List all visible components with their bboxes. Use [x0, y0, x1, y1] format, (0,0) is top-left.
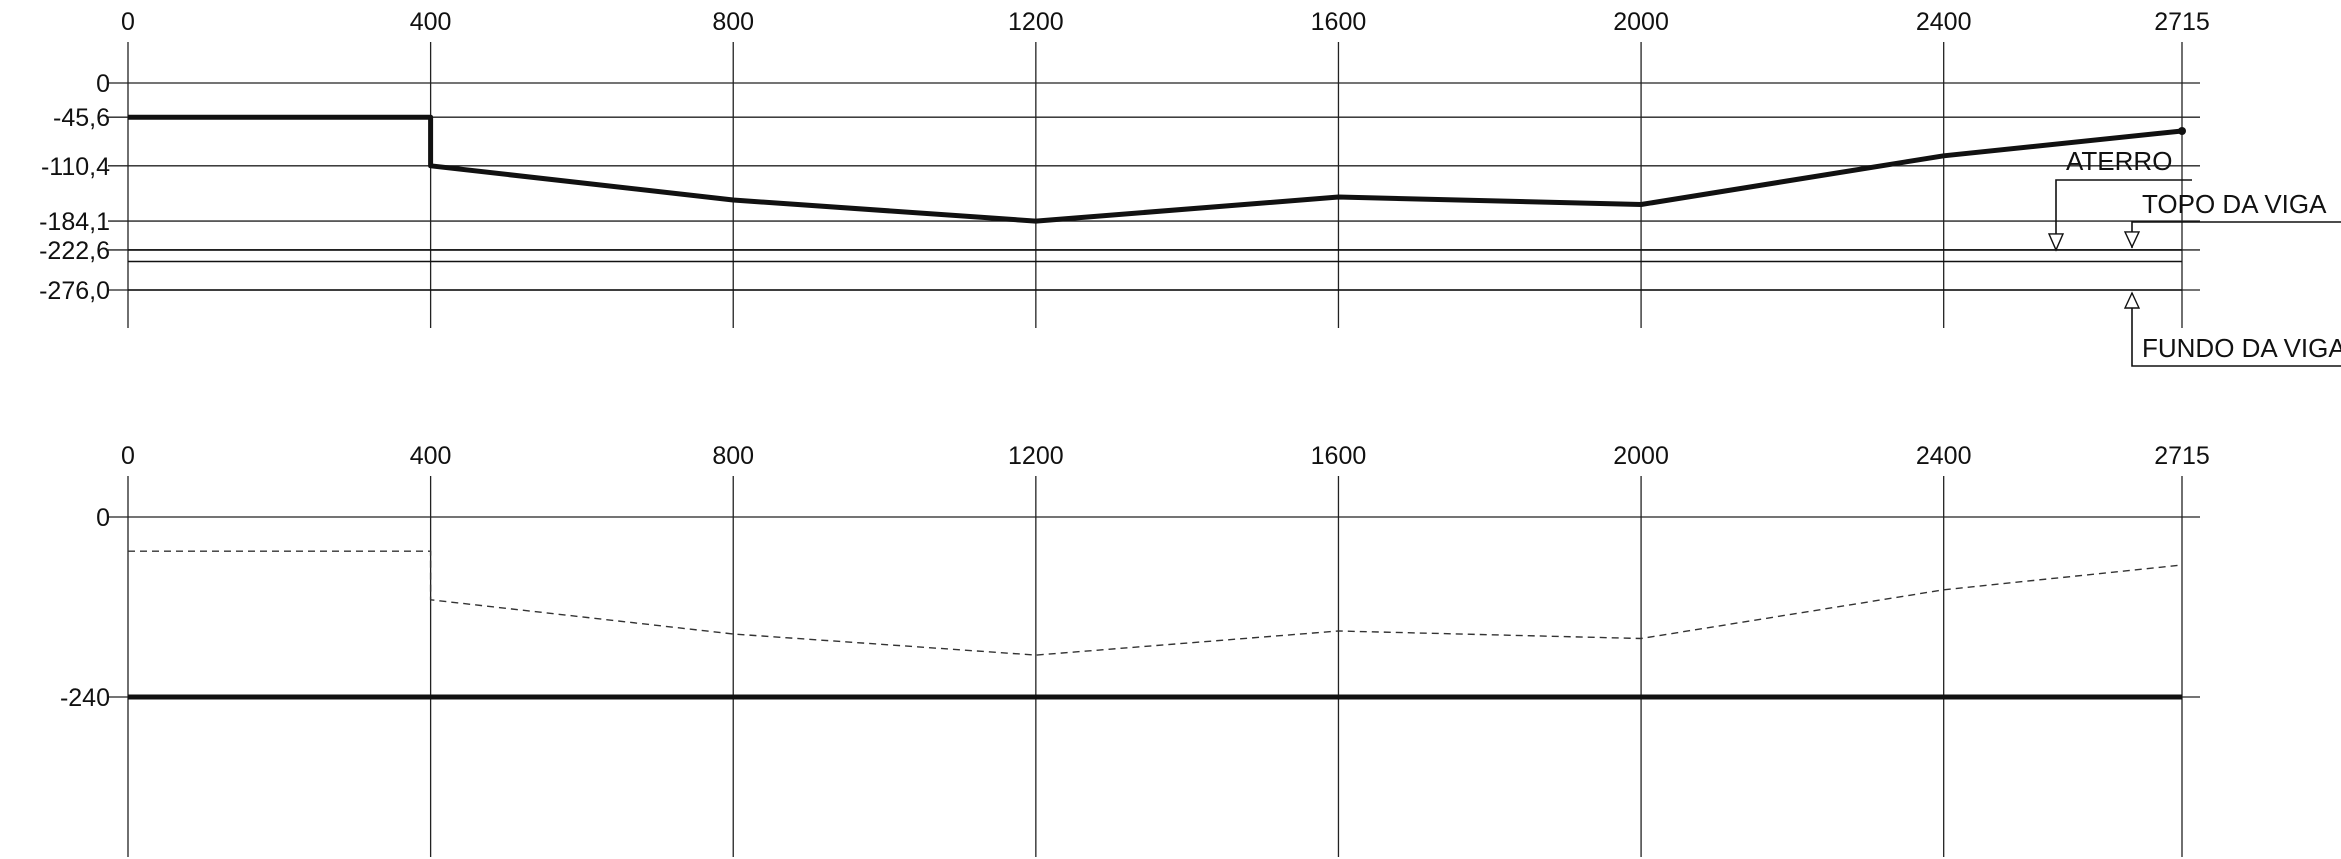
fundo-da-viga-label: FUNDO DA VIGA	[2142, 333, 2341, 363]
x-tick-label: 2400	[1916, 8, 1972, 36]
x-tick-label: 1200	[1008, 8, 1064, 36]
x-tick-label: 800	[712, 442, 754, 470]
fundo-da-viga-leader-line	[2131, 293, 2341, 367]
series-end-point	[2178, 127, 2186, 135]
x-tick-label: 2000	[1613, 442, 1669, 470]
x-tick-label: 1600	[1311, 8, 1367, 36]
y-tick-label: 0	[96, 70, 110, 98]
x-tick-label: 400	[410, 8, 452, 36]
y-tick-label: -184,1	[39, 208, 110, 236]
x-tick-label: 2000	[1613, 8, 1669, 36]
x-tick-label: 2715	[2154, 8, 2210, 36]
topo-da-viga-arrow-icon	[2123, 231, 2141, 249]
y-tick-label: -240	[60, 684, 110, 712]
upper-profile-chart: 0 400 800 1200 1600 2000 2400 2715 0 -45,6 -110,4 -…	[39, 8, 2341, 367]
aterro-arrow-icon	[2047, 233, 2065, 252]
x-tick-label: 2400	[1916, 442, 1972, 470]
y-tick-label: 0	[96, 504, 110, 532]
lower-profile-chart: 0 400 800 1200 1600 2000 2400 2715 0 -240	[60, 442, 2210, 857]
fundo-da-viga-arrow-icon	[2123, 291, 2141, 309]
profile-series-line	[128, 550, 2183, 656]
aterro-leader-line	[2055, 179, 2192, 250]
x-tick-label: 2715	[2154, 442, 2210, 470]
topo-da-viga-leader-line	[2131, 221, 2341, 248]
y-tick-label: -45,6	[53, 104, 110, 132]
y-tick-label: -222,6	[39, 237, 110, 265]
x-tick-label: 0	[121, 8, 135, 36]
x-tick-label: 800	[712, 8, 754, 36]
aterro-label: ATERRO	[2066, 146, 2172, 176]
x-tick-label: 1600	[1311, 442, 1367, 470]
topo-da-viga-label: TOPO DA VIGA	[2142, 189, 2327, 219]
x-tick-label: 1200	[1008, 442, 1064, 470]
profile-series-line	[128, 114, 2183, 224]
x-tick-label: 0	[121, 442, 135, 470]
y-tick-label: -276,0	[39, 277, 110, 305]
x-tick-label: 400	[410, 442, 452, 470]
y-tick-label: -110,4	[41, 153, 110, 181]
